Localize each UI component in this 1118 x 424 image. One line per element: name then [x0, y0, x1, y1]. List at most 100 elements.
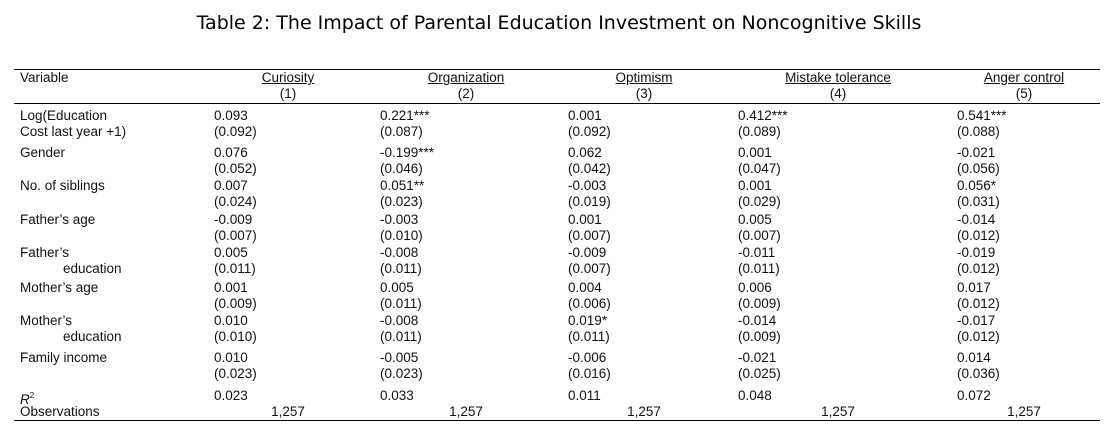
se-cell: (0.056) — [957, 161, 1000, 176]
se-cell: (0.009) — [738, 329, 781, 344]
coef-cell: -0.014 — [738, 313, 777, 328]
coef-cell: 0.001 — [214, 280, 248, 295]
variable-header: Variable — [20, 70, 69, 85]
coef-cell: -0.199*** — [380, 145, 435, 160]
coef-cell: 0.412*** — [738, 108, 788, 123]
se-cell: (0.006) — [568, 296, 611, 311]
r-squared-superscript: 2 — [29, 391, 35, 400]
coef-cell: 0.062 — [568, 145, 602, 160]
se-cell: (0.023) — [380, 366, 423, 381]
se-cell: (0.087) — [380, 124, 423, 139]
se-cell: (0.009) — [214, 296, 257, 311]
r-squared-symbol: R — [20, 392, 30, 407]
se-cell: (0.024) — [214, 194, 257, 209]
se-cell: (0.016) — [568, 366, 611, 381]
se-cell: (0.029) — [738, 194, 781, 209]
coef-cell: -0.014 — [957, 212, 996, 227]
coef-cell: 0.001 — [568, 212, 602, 227]
top-rule — [14, 69, 1100, 70]
row-label-cont: education — [63, 261, 122, 276]
coef-cell: -0.011 — [738, 245, 776, 260]
coef-cell: 0.056* — [957, 178, 997, 193]
column-number-5: (5) — [1015, 86, 1033, 101]
column-number-3: (3) — [635, 86, 653, 101]
column-header-2: Organization — [427, 70, 505, 85]
se-cell: (0.012) — [957, 296, 1000, 311]
coef-cell: 0.001 — [568, 108, 602, 123]
row-label-cont: Cost last year +1) — [20, 124, 127, 139]
se-cell: (0.011) — [568, 329, 610, 344]
se-cell: (0.046) — [380, 161, 423, 176]
se-cell: (0.007) — [738, 228, 781, 243]
r-squared-label: R2 — [20, 388, 34, 408]
coef-cell: -0.003 — [380, 212, 419, 227]
se-cell: (0.092) — [214, 124, 257, 139]
coef-cell: 0.051** — [380, 178, 425, 193]
se-cell: (0.011) — [738, 261, 780, 276]
coef-cell: 0.001 — [738, 145, 772, 160]
se-cell: (0.009) — [738, 296, 781, 311]
row-label: Gender — [20, 145, 66, 160]
coef-cell: -0.008 — [380, 313, 419, 328]
observations-value: 1,257 — [271, 404, 305, 419]
se-cell: (0.007) — [214, 228, 257, 243]
se-cell: (0.011) — [380, 329, 422, 344]
coef-cell: -0.006 — [568, 350, 607, 365]
se-cell: (0.023) — [214, 366, 257, 381]
column-header-5: Anger control — [983, 70, 1065, 85]
row-label: No. of siblings — [20, 178, 105, 193]
se-cell: (0.011) — [214, 261, 256, 276]
observations-value: 1,257 — [821, 404, 855, 419]
coef-cell: -0.009 — [214, 212, 253, 227]
coef-cell: 0.007 — [214, 178, 248, 193]
se-cell: (0.088) — [957, 124, 1000, 139]
r-squared-value: 0.072 — [957, 388, 991, 403]
header-rule — [14, 103, 1100, 104]
row-label: Log(Education — [20, 108, 108, 123]
coef-cell: 0.010 — [214, 313, 248, 328]
column-number-4: (4) — [829, 86, 847, 101]
column-header-3: Optimism — [615, 70, 673, 85]
se-cell: (0.031) — [957, 194, 1000, 209]
se-cell: (0.007) — [568, 228, 611, 243]
coef-cell: 0.005 — [738, 212, 772, 227]
observations-value: 1,257 — [1007, 404, 1041, 419]
coef-cell: -0.009 — [568, 245, 607, 260]
table-title: Table 2: The Impact of Parental Educatio… — [196, 12, 922, 34]
observations-value: 1,257 — [449, 404, 483, 419]
se-cell: (0.011) — [380, 261, 422, 276]
coef-cell: 0.221*** — [380, 108, 430, 123]
se-cell: (0.092) — [568, 124, 611, 139]
coef-cell: 0.010 — [214, 350, 248, 365]
row-label: Family income — [20, 350, 108, 365]
observations-label: Observations — [20, 404, 100, 419]
coef-cell: 0.019* — [568, 313, 608, 328]
column-header-1: Curiosity — [261, 70, 315, 85]
coef-cell: 0.005 — [214, 245, 248, 260]
se-cell: (0.012) — [957, 261, 1000, 276]
se-cell: (0.042) — [568, 161, 611, 176]
coef-cell: -0.019 — [957, 245, 996, 260]
bottom-rule — [14, 420, 1100, 421]
r-squared-value: 0.033 — [380, 388, 414, 403]
coef-cell: -0.005 — [380, 350, 419, 365]
se-cell: (0.011) — [380, 296, 422, 311]
coef-cell: -0.003 — [568, 178, 607, 193]
se-cell: (0.025) — [738, 366, 781, 381]
coef-cell: -0.021 — [738, 350, 777, 365]
coef-cell: 0.093 — [214, 108, 248, 123]
row-label: Mother’s age — [20, 280, 99, 295]
se-cell: (0.012) — [957, 329, 1000, 344]
r-squared-value: 0.011 — [568, 388, 601, 403]
coef-cell: 0.541*** — [957, 108, 1007, 123]
column-number-1: (1) — [279, 86, 297, 101]
coef-cell: -0.021 — [957, 145, 996, 160]
coef-cell: -0.017 — [957, 313, 996, 328]
row-label: Father’s age — [20, 212, 96, 227]
r-squared-value: 0.048 — [738, 388, 772, 403]
se-cell: (0.012) — [957, 228, 1000, 243]
se-cell: (0.052) — [214, 161, 257, 176]
coef-cell: 0.005 — [380, 280, 414, 295]
column-number-2: (2) — [457, 86, 475, 101]
column-header-4: Mistake tolerance — [785, 70, 891, 85]
